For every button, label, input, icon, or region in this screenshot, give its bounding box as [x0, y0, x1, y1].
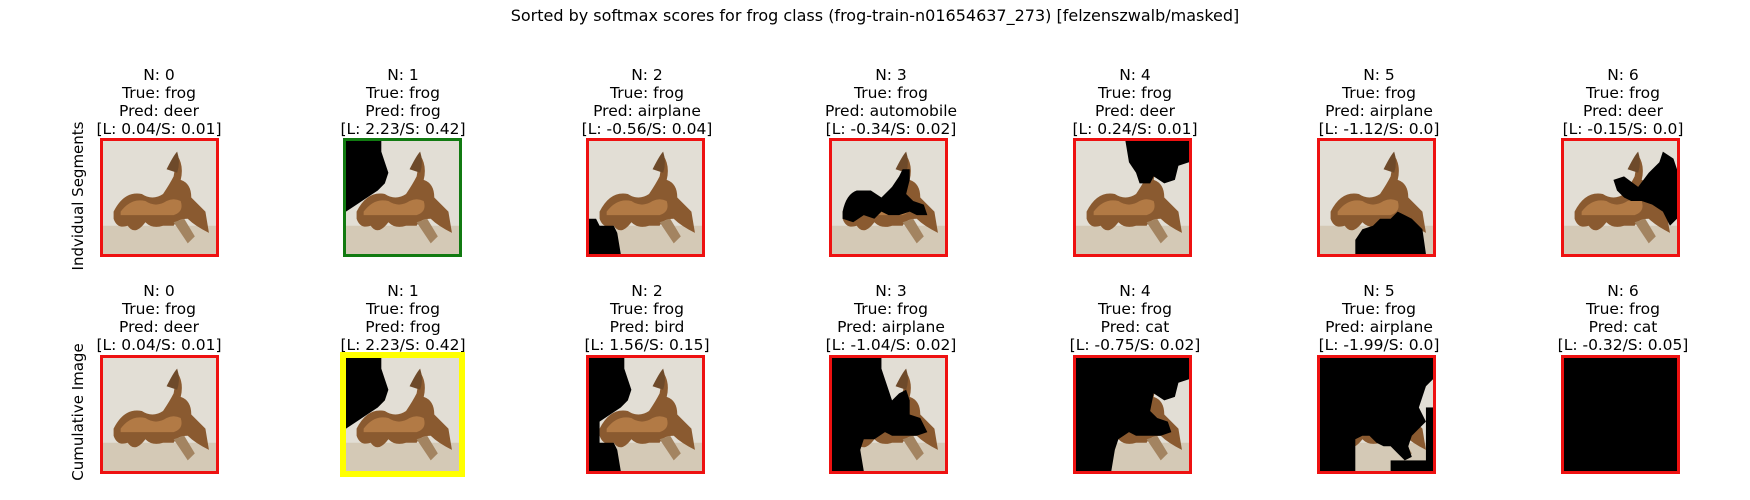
cumulative-thumbnail-4 — [1073, 355, 1192, 474]
caption-pred: Pred: automobile — [824, 102, 958, 120]
caption-score: [L: -1.12/S: 0.0] — [1318, 120, 1440, 138]
caption-true: True: frog — [366, 300, 440, 318]
caption-pred: Pred: bird — [609, 318, 685, 336]
caption-n: N: 0 — [143, 282, 175, 300]
segment-caption-2: N: 2 True: frog Pred: airplane [L: -0.56/S:… — [532, 66, 762, 138]
caption-n: N: 6 — [1607, 282, 1639, 300]
segment-thumbnail-4 — [1073, 138, 1192, 257]
segment-caption-5: N: 5 True: frog Pred: airplane [L: -1.12/S:… — [1264, 66, 1494, 138]
segment-caption-3: N: 3 True: frog Pred: automobile [L: -0.34/… — [776, 66, 1006, 138]
caption-n: N: 1 — [387, 282, 419, 300]
cumulative-caption-6: N: 6 True: frog Pred: cat [L: -0.32/S: 0.05… — [1508, 282, 1738, 354]
caption-pred: Pred: airplane — [837, 318, 945, 336]
row-label-individual: Indvidual Segments — [69, 121, 87, 271]
caption-score: [L: 2.23/S: 0.42] — [340, 336, 466, 354]
caption-n: N: 2 — [631, 66, 663, 84]
caption-n: N: 3 — [875, 282, 907, 300]
caption-score: [L: -0.75/S: 0.02] — [1069, 336, 1201, 354]
caption-true: True: frog — [854, 84, 928, 102]
caption-score: [L: -0.15/S: 0.0] — [1562, 120, 1684, 138]
caption-score: [L: 1.56/S: 0.15] — [584, 336, 710, 354]
cumulative-thumbnail-6 — [1561, 355, 1680, 474]
segment-caption-4: N: 4 True: frog Pred: deer [L: 0.24/S: 0.01… — [1020, 66, 1250, 138]
caption-score: [L: -0.56/S: 0.04] — [581, 120, 713, 138]
cumulative-thumbnail-1 — [340, 352, 465, 477]
segment-caption-1: N: 1 True: frog Pred: frog [L: 2.23/S: 0.42… — [288, 66, 518, 138]
segment-thumbnail-2 — [586, 138, 705, 257]
caption-n: N: 5 — [1363, 66, 1395, 84]
caption-n: N: 1 — [387, 66, 419, 84]
caption-true: True: frog — [1342, 300, 1416, 318]
segment-thumbnail-5 — [1317, 138, 1436, 257]
caption-true: True: frog — [1342, 84, 1416, 102]
segment-thumbnail-3 — [829, 138, 948, 257]
cumulative-caption-4: N: 4 True: frog Pred: cat [L: -0.75/S: 0.02… — [1020, 282, 1250, 354]
caption-true: True: frog — [610, 300, 684, 318]
cumulative-caption-5: N: 5 True: frog Pred: airplane [L: -1.99/S:… — [1264, 282, 1494, 354]
cumulative-caption-3: N: 3 True: frog Pred: airplane [L: -1.04/S:… — [776, 282, 1006, 354]
caption-score: [L: -1.99/S: 0.0] — [1318, 336, 1440, 354]
caption-score: [L: 0.04/S: 0.01] — [96, 120, 222, 138]
caption-n: N: 4 — [1119, 66, 1151, 84]
row-label-cumulative: Cumulative Image — [69, 343, 87, 481]
caption-n: N: 5 — [1363, 282, 1395, 300]
caption-pred: Pred: cat — [1100, 318, 1170, 336]
segment-caption-6: N: 6 True: frog Pred: deer [L: -0.15/S: 0.0… — [1508, 66, 1738, 138]
caption-score: [L: 0.24/S: 0.01] — [1072, 120, 1198, 138]
caption-n: N: 2 — [631, 282, 663, 300]
caption-pred: Pred: airplane — [1325, 318, 1433, 336]
cumulative-thumbnail-0 — [100, 355, 219, 474]
caption-n: N: 6 — [1607, 66, 1639, 84]
caption-pred: Pred: deer — [1095, 102, 1175, 120]
caption-score: [L: 2.23/S: 0.42] — [340, 120, 466, 138]
caption-true: True: frog — [854, 300, 928, 318]
caption-pred: Pred: cat — [1588, 318, 1658, 336]
caption-score: [L: 0.04/S: 0.01] — [96, 336, 222, 354]
caption-true: True: frog — [366, 84, 440, 102]
cumulative-caption-0: N: 0 True: frog Pred: deer [L: 0.04/S: 0.01… — [44, 282, 274, 354]
caption-pred: Pred: frog — [365, 102, 441, 120]
caption-true: True: frog — [122, 300, 196, 318]
caption-n: N: 3 — [875, 66, 907, 84]
cumulative-thumbnail-2 — [586, 355, 705, 474]
caption-pred: Pred: airplane — [1325, 102, 1433, 120]
caption-true: True: frog — [1098, 84, 1172, 102]
cumulative-thumbnail-3 — [829, 355, 948, 474]
caption-pred: Pred: airplane — [593, 102, 701, 120]
segment-thumbnail-0 — [100, 138, 219, 257]
caption-true: True: frog — [1586, 84, 1660, 102]
caption-pred: Pred: frog — [365, 318, 441, 336]
caption-pred: Pred: deer — [119, 318, 199, 336]
caption-true: True: frog — [1098, 300, 1172, 318]
caption-true: True: frog — [122, 84, 196, 102]
segment-thumbnail-6 — [1561, 138, 1680, 257]
cumulative-caption-1: N: 1 True: frog Pred: frog [L: 2.23/S: 0.42… — [288, 282, 518, 354]
cumulative-caption-2: N: 2 True: frog Pred: bird [L: 1.56/S: 0.15… — [532, 282, 762, 354]
caption-score: [L: -1.04/S: 0.02] — [825, 336, 957, 354]
caption-n: N: 4 — [1119, 282, 1151, 300]
figure-title: Sorted by softmax scores for frog class … — [510, 6, 1240, 25]
caption-pred: Pred: deer — [119, 102, 199, 120]
caption-score: [L: -0.34/S: 0.02] — [825, 120, 957, 138]
segment-thumbnail-1 — [343, 138, 462, 257]
caption-true: True: frog — [610, 84, 684, 102]
segment-caption-0: N: 0 True: frog Pred: deer [L: 0.04/S: 0.01… — [44, 66, 274, 138]
caption-n: N: 0 — [143, 66, 175, 84]
caption-score: [L: -0.32/S: 0.05] — [1557, 336, 1689, 354]
cumulative-thumbnail-5 — [1317, 355, 1436, 474]
caption-true: True: frog — [1586, 300, 1660, 318]
caption-pred: Pred: deer — [1583, 102, 1663, 120]
